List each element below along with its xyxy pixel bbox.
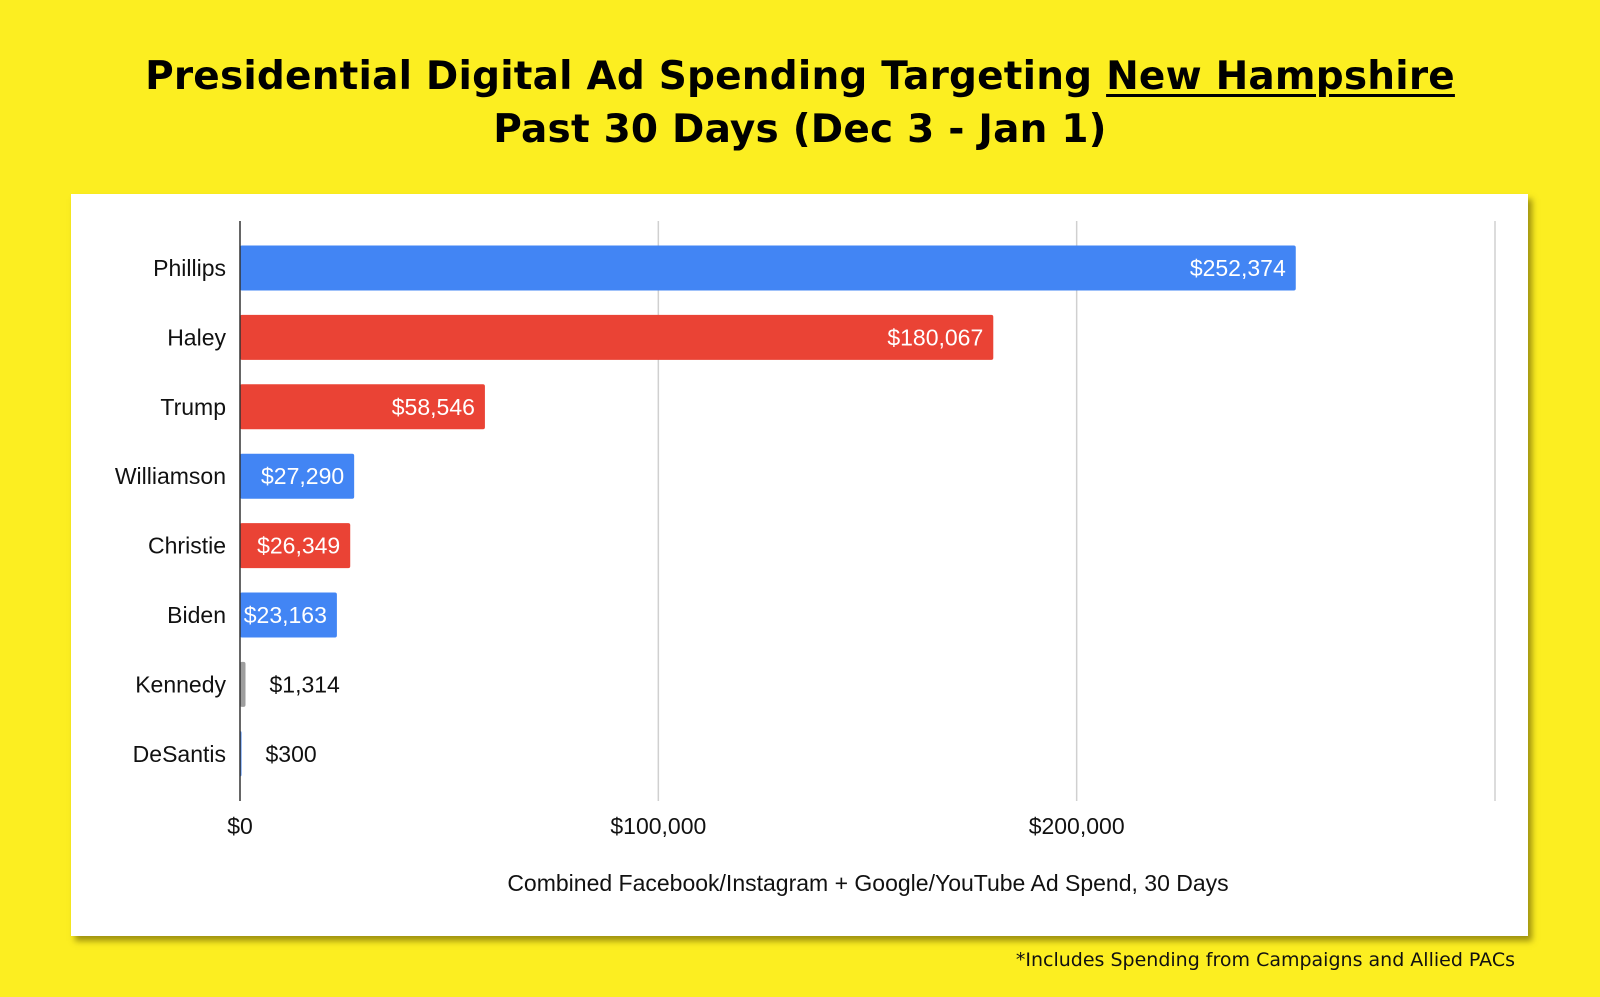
chart-title-line1: Presidential Digital Ad Spending Targeti… (0, 54, 1600, 99)
x-axis-title: Combined Facebook/Instagram + Google/You… (507, 870, 1228, 896)
data-label: $252,374 (1190, 255, 1286, 281)
bar (240, 592, 337, 638)
x-tick-label: $100,000 (610, 813, 706, 839)
category-label: Christie (148, 533, 226, 559)
category-label: Trump (160, 394, 226, 420)
data-label: $180,067 (887, 324, 983, 350)
data-label: $1,314 (269, 671, 340, 697)
bar (240, 523, 351, 569)
bar (240, 314, 994, 360)
bar-chart: $0 $100,000 $200,000 Phillips $252,374 Haley $… (115, 221, 1496, 896)
x-tick-label: $200,000 (1029, 813, 1125, 839)
data-label: $27,290 (261, 463, 344, 489)
bar (240, 661, 246, 707)
category-label: Williamson (115, 463, 226, 489)
data-label: $26,349 (257, 533, 340, 559)
chart-title-line2: Past 30 Days (Dec 3 - Jan 1) (493, 107, 1107, 152)
data-label: $300 (266, 741, 317, 767)
title-state: New Hampshire (1106, 54, 1455, 99)
category-label: Kennedy (135, 671, 226, 697)
data-label: $58,546 (392, 394, 475, 420)
bar (240, 384, 485, 430)
chart-card: $0 $100,000 $200,000 Phillips $252,374 Haley $… (71, 194, 1528, 936)
category-label: Biden (167, 602, 226, 628)
category-label: Phillips (153, 255, 226, 281)
bar (240, 245, 1296, 291)
title-prefix: Presidential Digital Ad Spending Targeti… (145, 54, 1107, 99)
x-tick-label: $0 (227, 813, 253, 839)
data-label: $23,163 (244, 602, 327, 628)
footnote: *Includes Spending from Campaigns and Al… (1015, 949, 1515, 971)
category-label: Haley (167, 324, 226, 350)
bar (240, 453, 355, 499)
category-label: DeSantis (133, 741, 226, 767)
